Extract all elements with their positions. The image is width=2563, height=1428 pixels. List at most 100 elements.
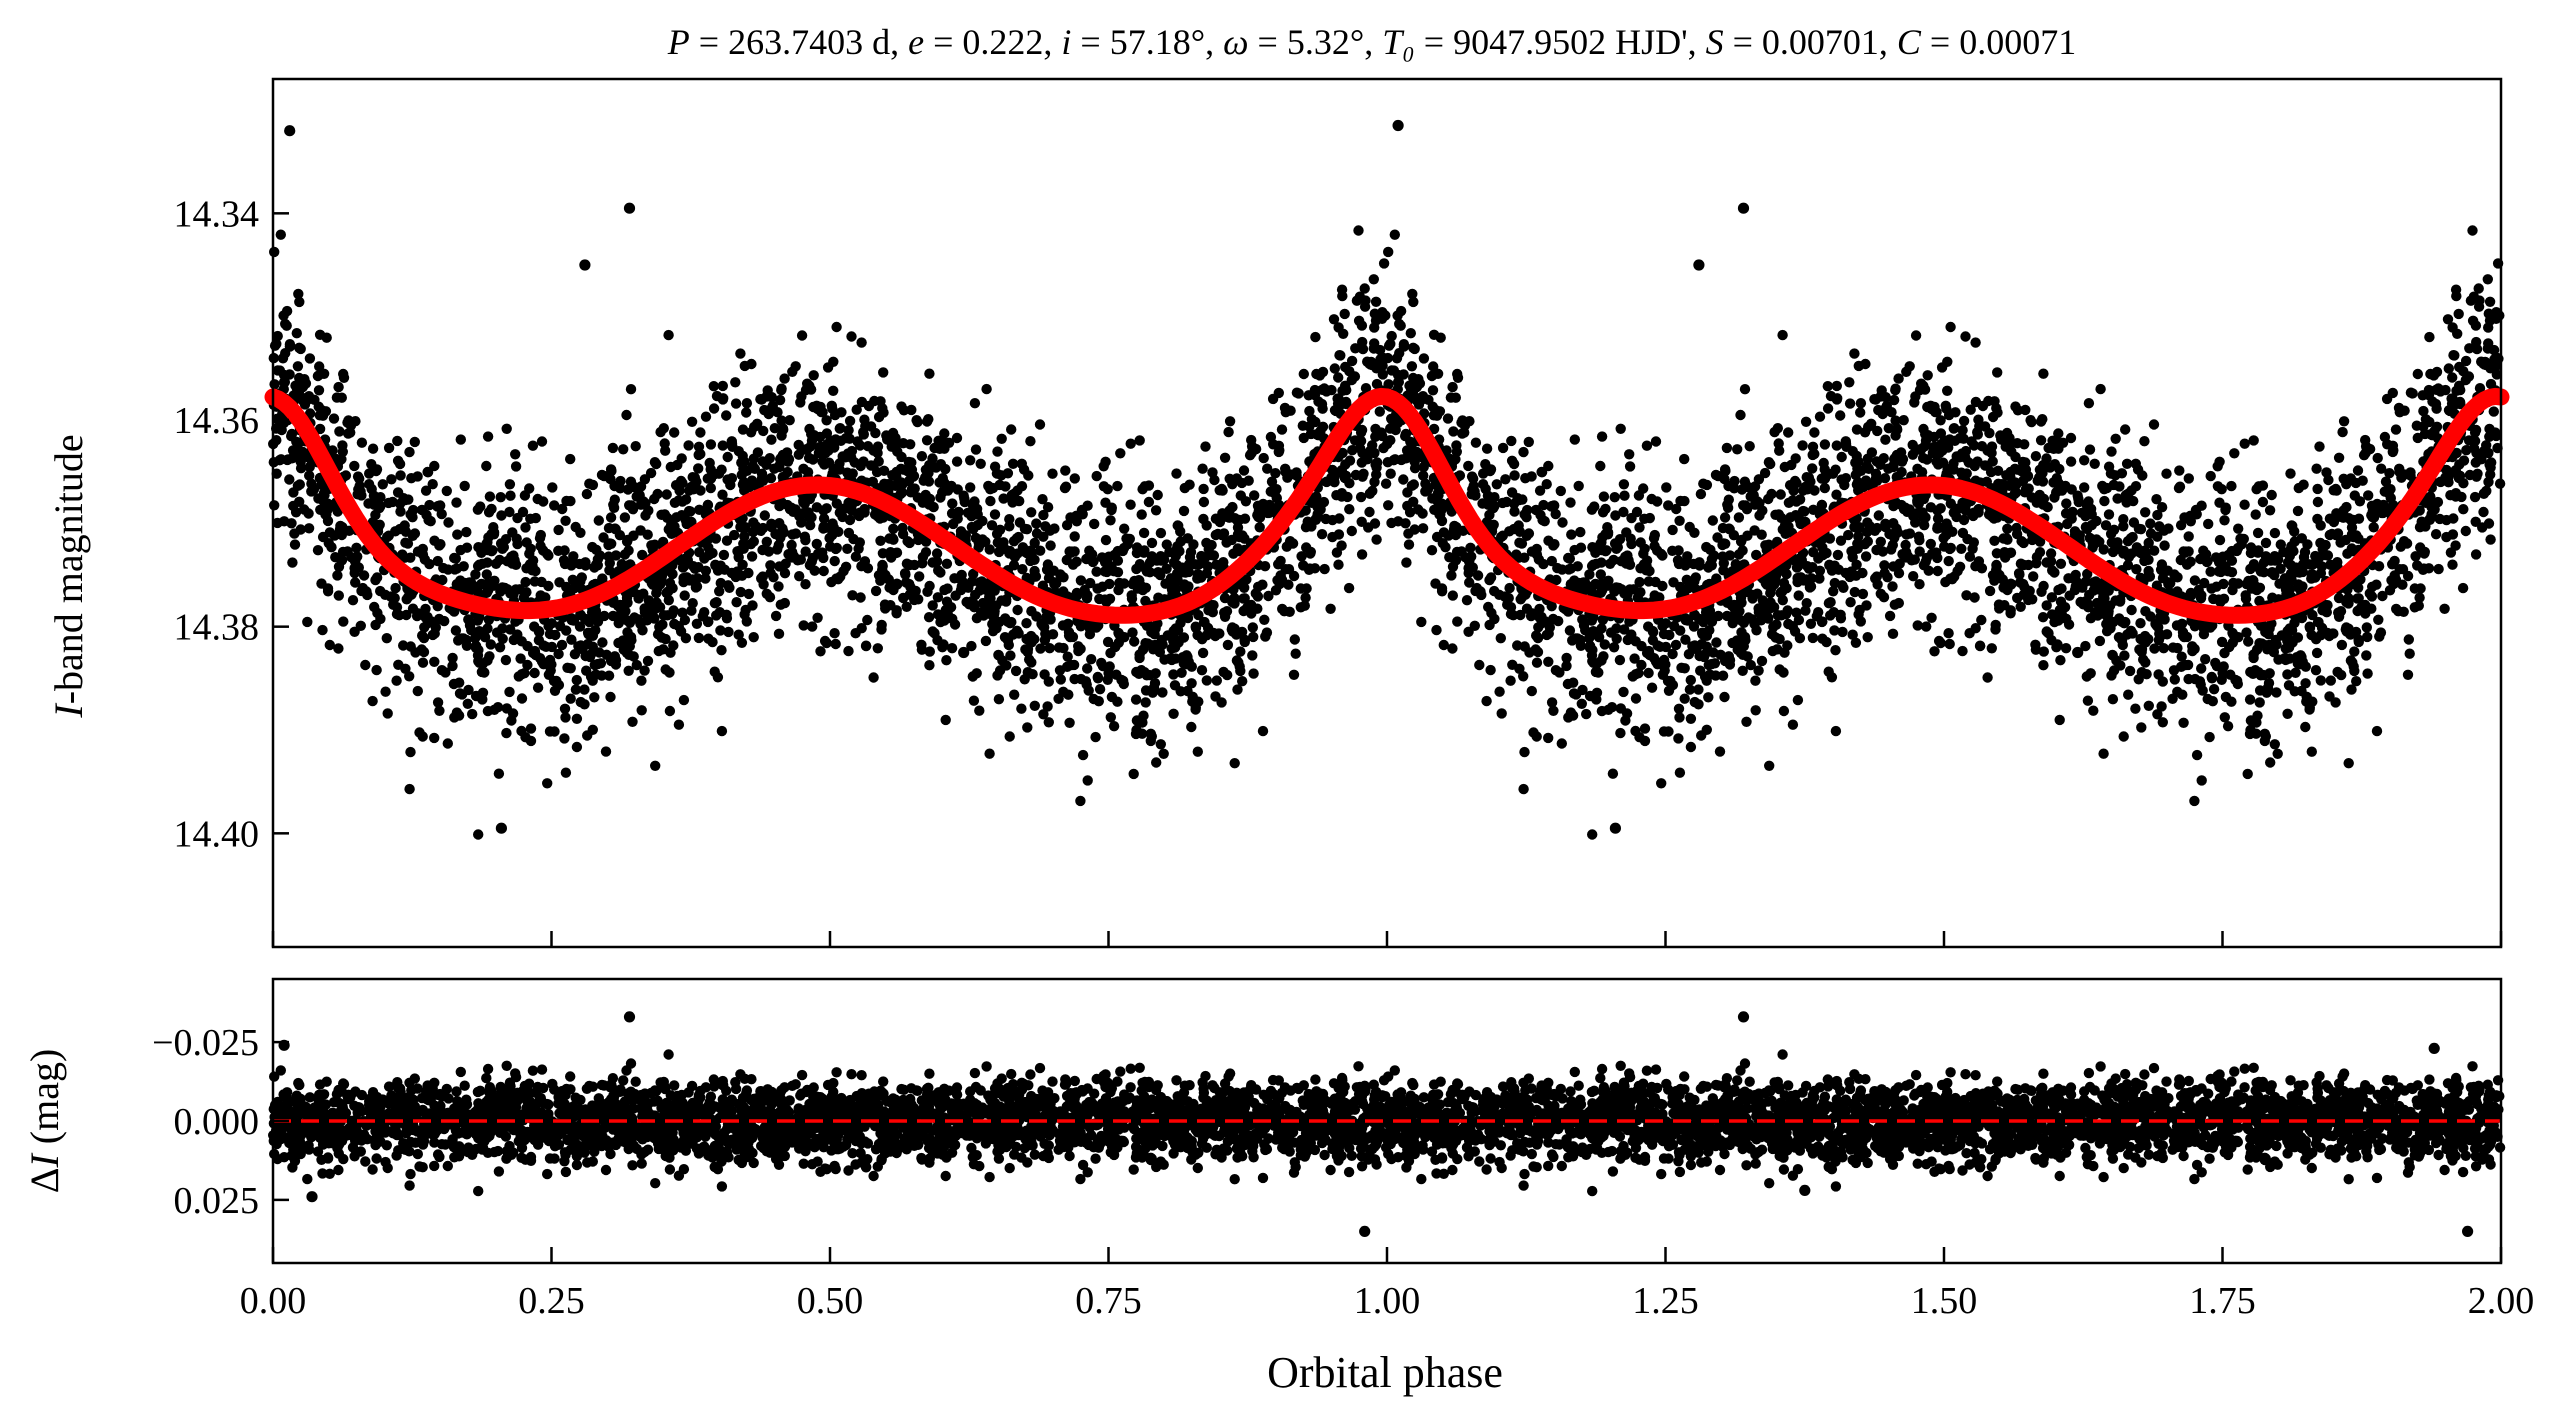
data-point (303, 523, 315, 534)
data-point (630, 441, 641, 452)
data-point (549, 500, 560, 511)
data-point (1145, 735, 1157, 747)
data-point (1520, 589, 1531, 600)
data-point (507, 708, 519, 719)
data-point (1738, 500, 1749, 511)
data-point (1254, 522, 1265, 533)
data-point (2454, 380, 2465, 391)
data-point (782, 466, 793, 478)
data-point (2198, 629, 2210, 640)
data-point (2132, 464, 2144, 475)
data-point (870, 585, 882, 597)
data-point (1171, 468, 1182, 479)
data-point (353, 562, 364, 573)
data-point (2447, 372, 2458, 383)
data-point (1611, 623, 1622, 634)
data-point (292, 361, 304, 372)
data-point (1442, 413, 1454, 424)
data-point (703, 633, 714, 644)
data-point (1663, 500, 1674, 511)
data-point (1505, 675, 1516, 686)
data-point (725, 479, 736, 491)
data-point (1757, 595, 1769, 606)
data-point (1211, 675, 1223, 686)
data-point (542, 778, 553, 789)
data-point (1448, 426, 1459, 437)
data-point (2442, 314, 2454, 325)
data-point (1438, 527, 1450, 538)
data-point (1646, 682, 1658, 693)
data-point (2346, 684, 2357, 695)
data-point (1219, 452, 1231, 463)
data-point (1753, 665, 1764, 676)
data-point (2219, 515, 2230, 526)
data-point (2027, 534, 2038, 546)
data-point (2196, 663, 2207, 674)
data-point (441, 485, 452, 497)
data-point (653, 645, 664, 657)
data-point (844, 433, 855, 444)
data-point (1198, 513, 1209, 525)
data-point (473, 829, 484, 840)
data-point (2126, 604, 2137, 616)
data-point (481, 569, 492, 580)
data-point (486, 546, 497, 557)
data-point (2387, 446, 2398, 458)
data-point (2352, 593, 2363, 604)
data-point (1793, 590, 1804, 601)
data-point (2065, 432, 2077, 444)
data-point (1694, 650, 1705, 662)
data-point (1289, 634, 1301, 645)
data-point (1018, 464, 1030, 475)
data-point (1247, 622, 1259, 633)
data-point (391, 675, 402, 686)
data-point (743, 588, 755, 600)
data-point (1750, 705, 1761, 716)
data-point (927, 600, 938, 611)
data-point (1380, 478, 1392, 489)
data-point (287, 557, 298, 568)
data-point (556, 639, 568, 651)
data-point (391, 602, 403, 613)
data-point (2364, 588, 2375, 599)
data-point (600, 746, 612, 757)
data-point (463, 614, 474, 625)
data-point (1383, 500, 1394, 511)
data-point (2330, 483, 2341, 495)
data-point (1643, 667, 1654, 679)
data-point (2183, 673, 2194, 685)
data-point (2205, 566, 2216, 577)
data-point (1471, 582, 1483, 594)
data-point (1957, 425, 1968, 436)
data-point (1684, 684, 1696, 695)
data-point (1526, 685, 1538, 697)
data-point (513, 671, 524, 682)
data-point (2136, 722, 2147, 733)
data-point (683, 440, 694, 451)
data-point (417, 657, 429, 668)
data-point (1463, 626, 1474, 637)
data-point (2156, 701, 2167, 712)
data-point (2265, 555, 2277, 566)
data-point (2312, 513, 2323, 525)
data-point (1418, 470, 1429, 481)
data-point (412, 685, 423, 697)
data-point (860, 640, 872, 651)
data-point (508, 634, 519, 646)
data-point (834, 423, 845, 434)
data-point (664, 705, 676, 717)
data-point (1845, 597, 1856, 608)
data-point (830, 638, 841, 650)
data-point (1654, 641, 1666, 652)
data-point (495, 492, 506, 503)
data-point (1053, 642, 1065, 653)
data-point (1168, 669, 1179, 680)
data-point (1257, 725, 1269, 737)
data-point (2471, 447, 2482, 459)
data-point (1341, 398, 1352, 410)
data-point (560, 767, 572, 778)
data-point (527, 440, 539, 451)
data-point (1970, 623, 1981, 634)
data-point (993, 694, 1005, 705)
